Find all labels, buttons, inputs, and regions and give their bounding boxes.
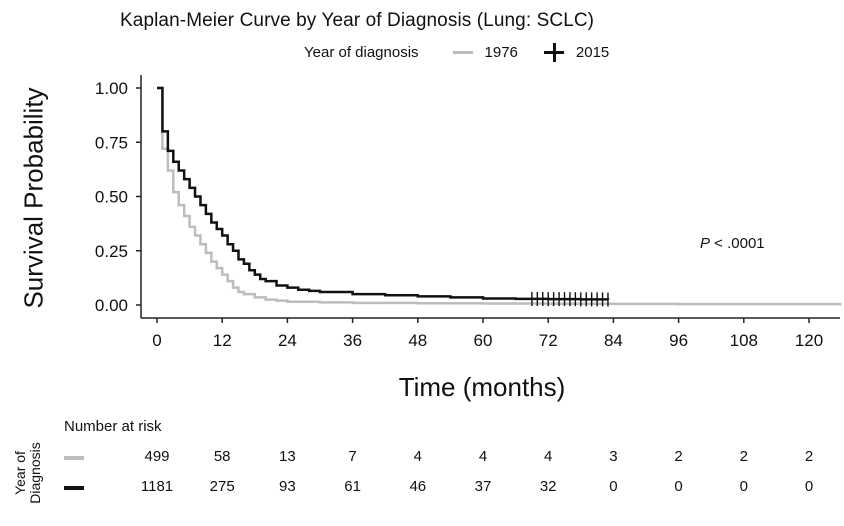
y-tick-label: 0.75 (95, 133, 128, 152)
risk-cell: 0 (674, 478, 683, 495)
legend-label-2015: 2015 (575, 44, 610, 61)
p-value-symbol: P (700, 235, 711, 252)
y-tick-label: 0.25 (95, 242, 128, 261)
x-tick-label: 60 (474, 331, 493, 350)
risk-row-2015: 1181 275 93 61 46 37 32 0 0 0 0 (0, 478, 844, 498)
risk-cell: 93 (279, 478, 296, 495)
y-tick-label: 0.50 (95, 188, 128, 207)
x-axis-label: Time (months) (398, 372, 566, 402)
risk-cell: 2 (804, 448, 814, 465)
x-tick-label: 36 (343, 331, 362, 350)
risk-cell: 1181 (140, 478, 174, 495)
y-tick-label: 0.00 (95, 296, 128, 315)
legend: Year of diagnosis 1976 2015 (304, 43, 635, 62)
x-tick-label: 84 (604, 331, 623, 350)
risk-row-marker (64, 456, 84, 460)
x-tick-label: 108 (730, 331, 758, 350)
risk-cell: 4 (413, 448, 422, 465)
chart-title: Kaplan-Meier Curve by Year of Diagnosis … (120, 10, 595, 31)
legend-item-2015: 2015 (543, 43, 610, 62)
risk-cell: 46 (409, 478, 427, 495)
risk-row-marker (64, 486, 84, 490)
risk-cell: 275 (209, 478, 235, 495)
risk-cell: 32 (539, 478, 557, 495)
risk-cell: 4 (544, 448, 553, 465)
p-value-text: < .0001 (710, 235, 765, 252)
risk-cell: 2 (674, 448, 683, 465)
risk-cell: 13 (279, 448, 296, 465)
x-tick-label: 0 (152, 331, 161, 350)
p-value-annotation: P < .0001 (700, 235, 765, 252)
risk-cell: 4 (478, 448, 488, 465)
x-tick-label: 96 (669, 331, 688, 350)
legend-swatch-2015 (543, 43, 564, 62)
risk-row-1976: 499 58 13 7 4 4 4 3 2 2 2 (0, 448, 844, 468)
risk-cell: 61 (344, 478, 361, 495)
x-tick-label: 48 (408, 331, 427, 350)
legend-label-1976: 1976 (484, 44, 518, 61)
risk-cell: 7 (348, 448, 357, 465)
risk-cell: 3 (609, 448, 618, 465)
risk-table-title: Number at risk (64, 418, 162, 435)
legend-swatch-1976 (452, 51, 473, 54)
km-curve-1976 (157, 86, 842, 306)
x-tick-label: 72 (539, 331, 558, 350)
risk-cell: 499 (144, 448, 170, 465)
legend-title: Year of diagnosis (304, 44, 419, 61)
risk-cell: 0 (739, 478, 748, 495)
y-tick-label: 1.00 (95, 79, 128, 98)
x-tick-label: 24 (278, 331, 297, 350)
risk-cell: 58 (213, 448, 231, 465)
risk-cell: 37 (474, 478, 492, 495)
risk-cell: 2 (739, 448, 748, 465)
x-tick-label: 12 (213, 331, 232, 350)
legend-item-1976: 1976 (452, 44, 518, 61)
km-curve-2015 (157, 86, 610, 301)
risk-cell: 0 (804, 478, 814, 495)
x-tick-label: 120 (795, 331, 823, 350)
risk-cell: 0 (609, 478, 618, 495)
